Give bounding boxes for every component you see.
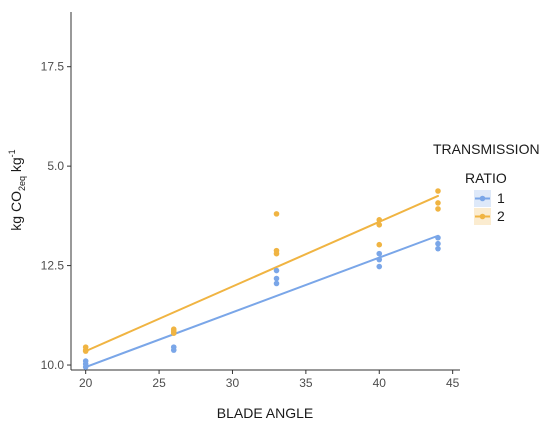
data-point-series-1 — [82, 364, 89, 370]
data-point-series-1 — [273, 280, 280, 287]
data-point-series-2 — [273, 211, 280, 217]
data-point-series-1 — [435, 245, 441, 252]
y-axis-title-prefix: kg CO — [8, 191, 24, 231]
data-point-series-2 — [435, 188, 441, 194]
x-tick-label: 30 — [226, 376, 240, 390]
x-tick-label: 25 — [152, 376, 166, 390]
y-axis-title-subscript: 2eq — [17, 176, 27, 191]
y-axis-title-mid: kg — [8, 157, 24, 176]
axes — [70, 12, 460, 371]
data-point-series-1 — [273, 267, 280, 274]
x-axis-title: BLADE ANGLE — [217, 405, 314, 421]
y-axis-title-superscript: -1 — [7, 149, 17, 157]
data-point-series-1 — [376, 263, 383, 270]
legend-key-point-2 — [479, 213, 486, 220]
data-point-series-2 — [435, 206, 441, 212]
y-tick-label: 5.0 — [47, 159, 64, 173]
y-tick-label: 17.5 — [41, 60, 65, 74]
legend-key-point-1 — [479, 195, 486, 202]
fit-lines — [84, 194, 439, 369]
data-point-series-2 — [376, 241, 383, 248]
ticks: 20 25 30 35 40 45 10.0 12.5 5.0 17.5 — [41, 60, 460, 390]
legend: TRANSMISSION RATIO 12 — [433, 141, 540, 225]
data-point-series-2 — [376, 222, 383, 228]
y-tick-label: 12.5 — [41, 259, 65, 273]
data-point-series-1 — [170, 347, 177, 353]
data-point-series-1 — [435, 234, 441, 241]
legend-label-1: 1 — [497, 190, 505, 206]
legend-keys: 12 — [474, 190, 505, 225]
data-point-series-2 — [376, 217, 383, 223]
x-tick-label: 45 — [446, 376, 460, 390]
x-tick-label: 20 — [79, 376, 93, 390]
x-tick-label: 35 — [299, 376, 313, 390]
legend-title-line2: RATIO — [465, 170, 507, 186]
fit-line-series-2 — [84, 194, 439, 353]
y-axis-title: kg CO2eq kg-1 — [7, 149, 27, 230]
data-point-series-2 — [273, 250, 280, 257]
data-point-series-2 — [170, 330, 177, 337]
data-point-series-1 — [376, 256, 383, 263]
y-tick-label: 10.0 — [41, 358, 65, 372]
x-tick-label: 40 — [373, 376, 387, 390]
data-point-series-1 — [273, 275, 280, 282]
fit-line-series-1 — [84, 234, 439, 369]
data-points — [82, 188, 441, 370]
data-point-series-2 — [82, 348, 89, 354]
legend-title-line1: TRANSMISSION — [433, 141, 540, 157]
data-point-series-2 — [435, 200, 441, 206]
data-point-series-1 — [435, 240, 441, 247]
legend-label-2: 2 — [497, 208, 505, 224]
data-point-series-1 — [376, 250, 383, 257]
